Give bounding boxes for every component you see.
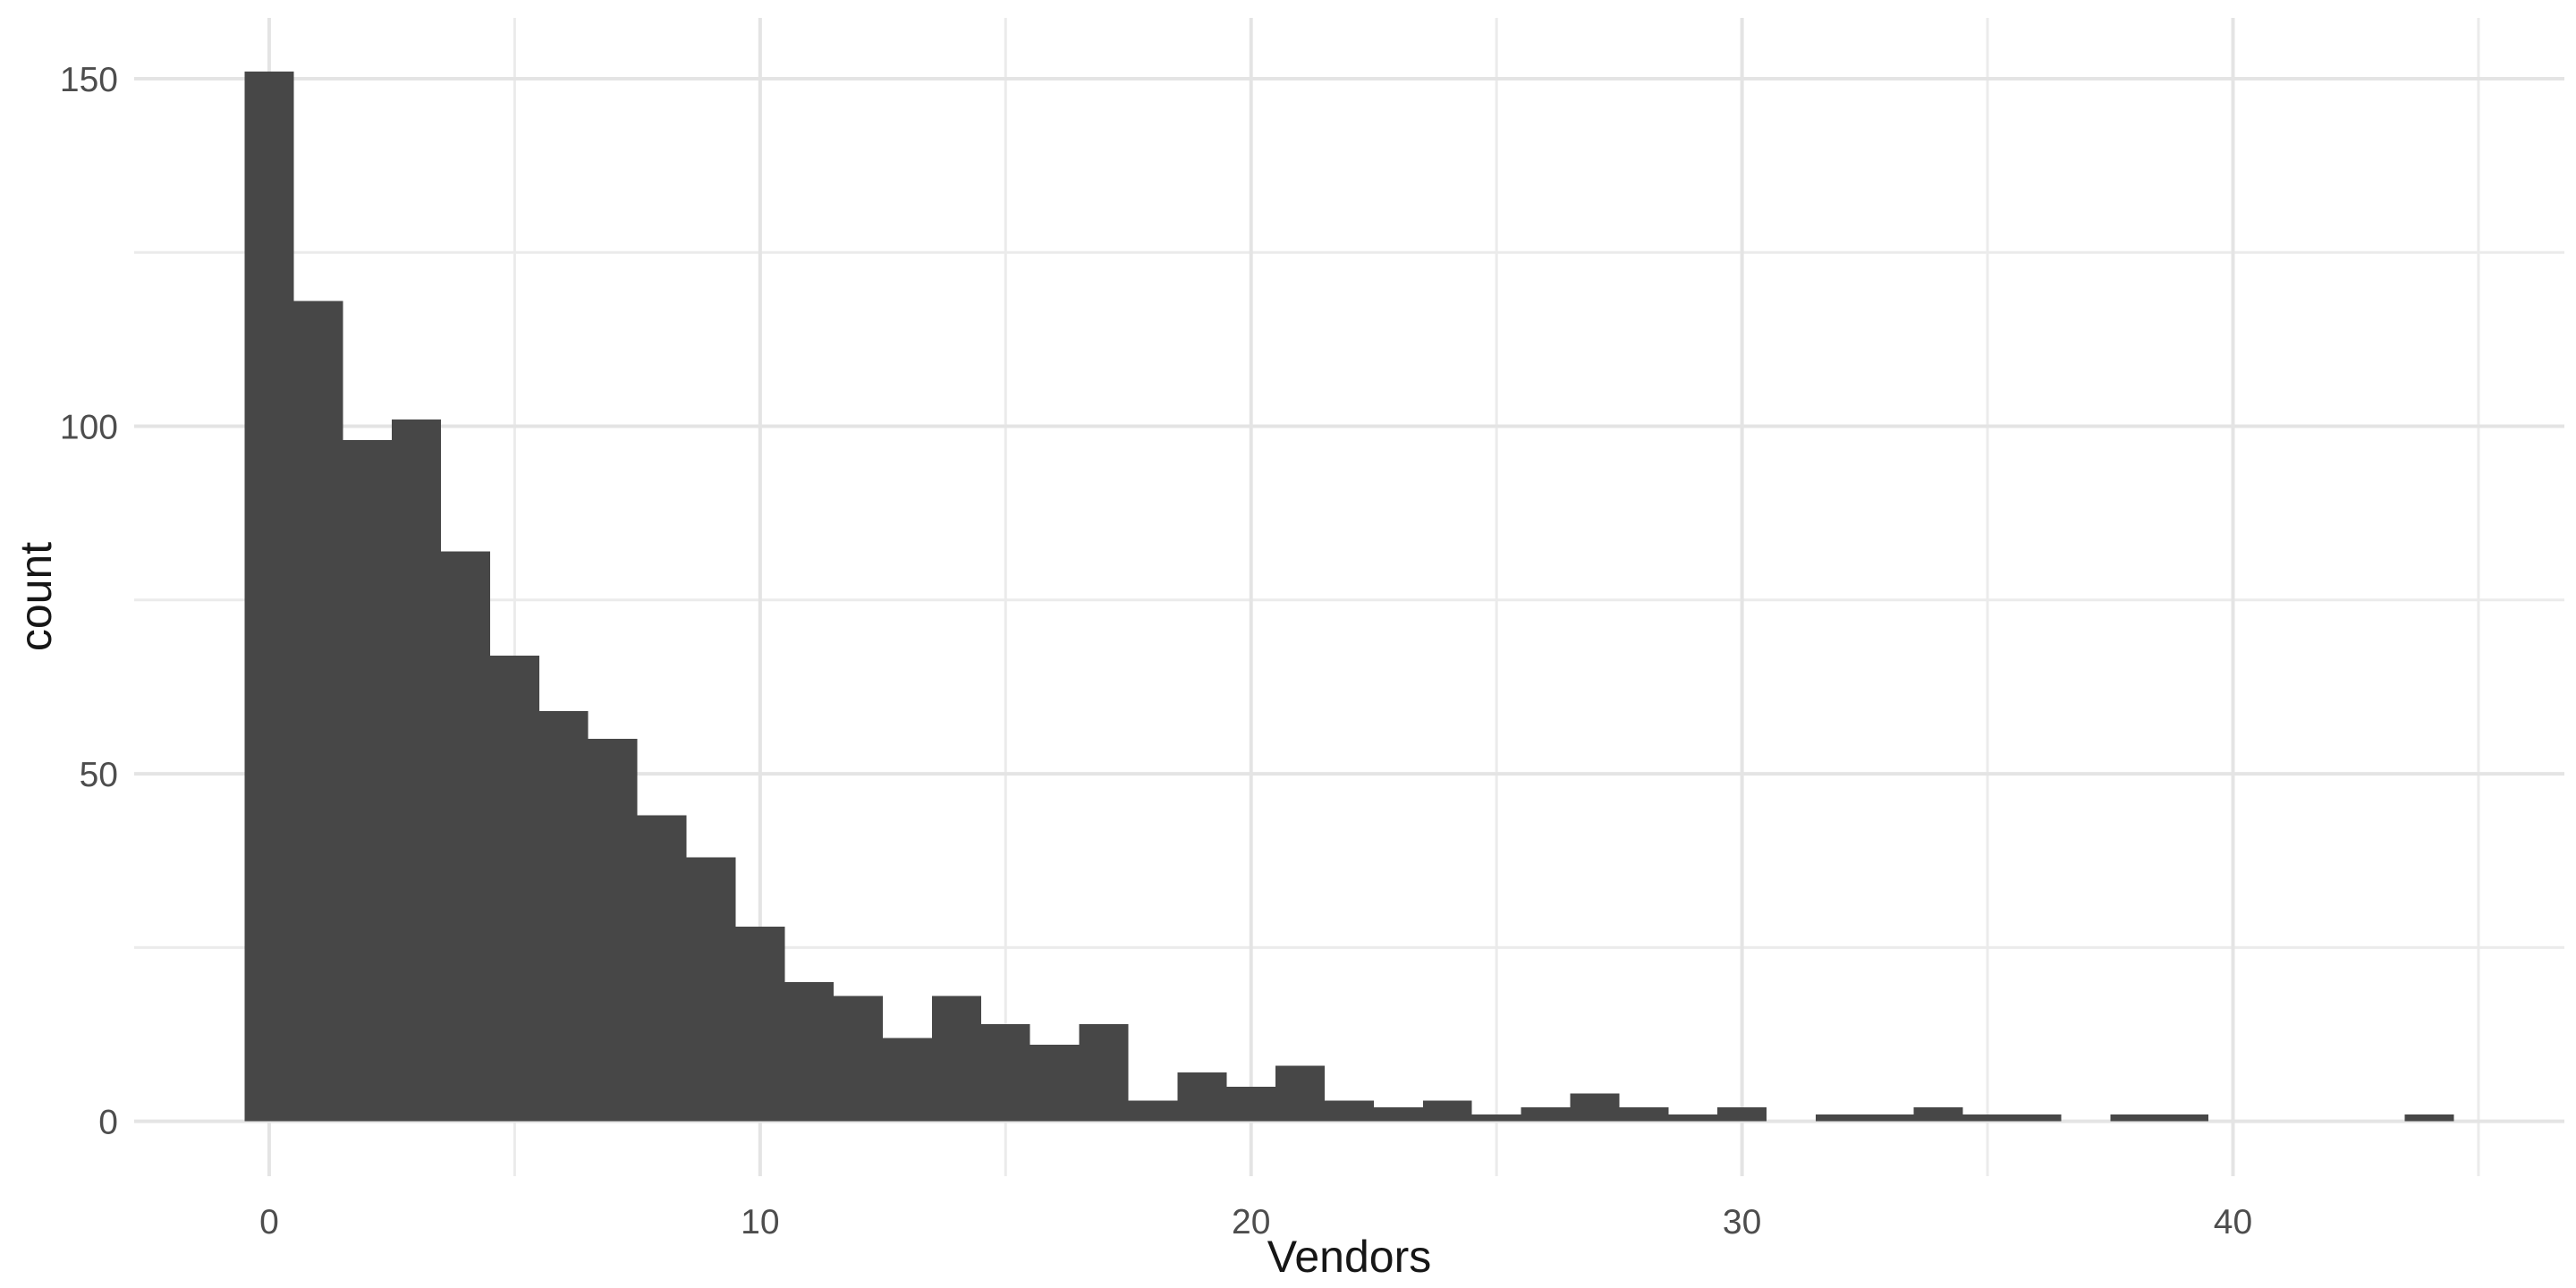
histogram-bar	[1815, 1114, 1865, 1122]
x-tick-label: 20	[1232, 1203, 1270, 1241]
histogram-bar	[1864, 1114, 1914, 1122]
histogram-bar	[538, 711, 589, 1122]
histogram-bar	[1373, 1107, 1423, 1122]
histogram-bar	[1619, 1107, 1669, 1122]
histogram-bar	[1275, 1065, 1326, 1122]
y-tick-label: 50	[80, 756, 118, 794]
histogram-bar	[1570, 1093, 1620, 1122]
histogram-bar	[1079, 1023, 1129, 1122]
histogram-bar	[834, 996, 884, 1122]
y-tick-label: 0	[98, 1104, 118, 1142]
histogram-bar	[784, 982, 835, 1122]
histogram-bar	[2110, 1114, 2160, 1122]
histogram-bar	[588, 739, 638, 1122]
histogram-bar	[1471, 1114, 1521, 1122]
histogram-bar	[2012, 1114, 2062, 1122]
histogram-bar	[1128, 1100, 1178, 1122]
histogram-bar	[1668, 1114, 1718, 1122]
histogram-bar	[637, 815, 687, 1122]
histogram-bar	[1962, 1114, 2012, 1122]
histogram-bar	[1717, 1107, 1767, 1122]
histogram-bar	[1177, 1072, 1227, 1122]
histogram-bar	[1325, 1100, 1374, 1122]
histogram-bar	[883, 1038, 932, 1122]
histogram-bar	[735, 927, 785, 1122]
x-tick-label: 0	[259, 1203, 279, 1241]
x-tick-label: 10	[741, 1203, 779, 1241]
histogram-bar	[2404, 1114, 2454, 1122]
histogram-bar	[980, 1023, 1030, 1122]
x-axis-title: Vendors	[1267, 1232, 1432, 1282]
y-tick-label: 100	[60, 409, 118, 447]
y-axis-title: count	[11, 541, 61, 652]
y-tick-label: 150	[60, 61, 118, 99]
histogram-bar	[441, 551, 490, 1122]
histogram-bar	[489, 655, 539, 1122]
histogram-bar	[1030, 1045, 1080, 1122]
histogram-bar	[392, 419, 442, 1122]
histogram-bar	[931, 996, 981, 1122]
histogram-bar	[2159, 1114, 2209, 1122]
x-tick-label: 30	[1723, 1203, 1761, 1241]
histogram-bar	[244, 72, 294, 1122]
x-tick-label: 40	[2214, 1203, 2252, 1241]
histogram-bar	[1521, 1107, 1571, 1122]
histogram-bar	[1422, 1100, 1472, 1122]
histogram-bar	[343, 440, 393, 1122]
histogram-bar	[1226, 1086, 1276, 1122]
histogram-bar	[1913, 1107, 1963, 1122]
histogram-bar	[293, 301, 343, 1122]
histogram-bar	[686, 857, 736, 1122]
